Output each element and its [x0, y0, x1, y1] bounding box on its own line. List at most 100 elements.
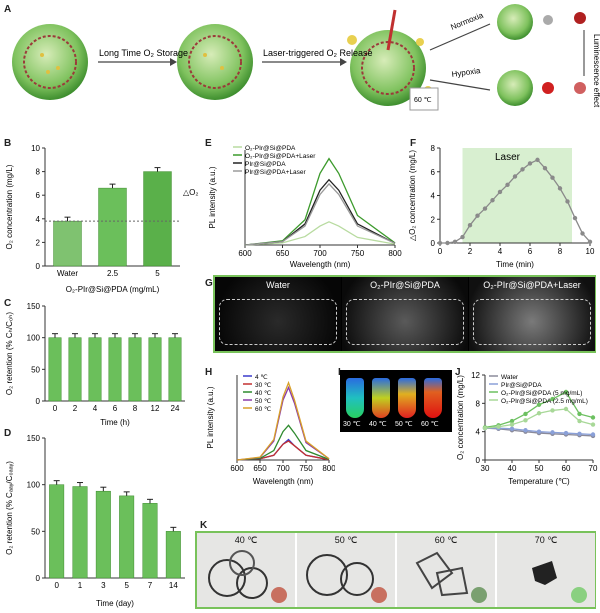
luminescence-label: Luminescence effect	[592, 34, 600, 108]
chart-c-xlabel: Time (h)	[100, 418, 130, 427]
chart-j-point-3-2	[509, 422, 515, 427]
chart-j-point-3-5	[550, 408, 555, 413]
chart-f-point-0-3	[460, 234, 465, 240]
chart-c-ytick-label: 150	[27, 302, 41, 311]
chart-h-xtick-label: 650	[253, 464, 267, 473]
chart-j-legend-label-2: O₂-PIr@Si@PDA (5 mg/mL)	[501, 390, 582, 397]
chart-b-ytick-label: 0	[36, 262, 41, 271]
chart-j-point-3-6	[563, 406, 569, 412]
chart-f-xtick-label: 0	[438, 247, 443, 256]
chart-f-point-0-4	[467, 222, 473, 228]
chart-f: 0 2 4 6 8 △O₂ concentration (mg/L) Time (min) 0…	[408, 144, 595, 269]
chart-f-point-0-8	[497, 189, 503, 195]
chart-c-xtick-label-4: 8	[133, 404, 138, 413]
chart-f-ytick-label: 6	[431, 168, 436, 177]
chart-d-bar-1	[72, 486, 88, 579]
chart-j-point-1-8	[590, 432, 596, 437]
panel-g-laser: O₂-PIr@Si@PDA+Laser	[469, 277, 595, 351]
chart-b-bar-2	[143, 171, 172, 267]
chart-j-ytick-label: 4	[476, 428, 481, 437]
tem-40c: 40 ℃	[197, 533, 295, 607]
chart-c-bar-6	[168, 337, 182, 402]
chart-f-point-0-7	[490, 198, 495, 203]
panel-label-g: G	[205, 278, 213, 289]
chart-f-point-0-16	[557, 186, 563, 191]
tem-label-60c: 60 ℃	[434, 535, 458, 545]
chart-d-ylabel: O₂ retention (% Cₐₐᵧ/C₀ₐₐᵧ)	[5, 461, 14, 555]
chart-j-point-2-4	[536, 402, 542, 407]
panel-label-c: C	[4, 298, 12, 309]
chart-j: 0 4 8 12 O₂ concentration (mg/L) Temperature …	[456, 371, 598, 486]
tube-label-30c: 30 ℃	[343, 421, 361, 428]
panel-g-images: Water O₂-PIr@Si@PDA O₂-PIr@Si@PDA+Laser	[213, 275, 596, 353]
chart-j-point-3-4	[536, 411, 542, 416]
arrow-normoxia	[429, 23, 491, 51]
tube-50c	[398, 378, 416, 418]
chart-j-ylabel: O₂ concentration (mg/L)	[456, 375, 465, 460]
chart-b: 0 2 4 6 8 10 O₂ concentration (mg/L) O₂-PIr@Si@…	[5, 144, 198, 294]
chart-j-legend-label-3: O₂-PIr@Si@PDA (2.5 mg/mL)	[501, 398, 588, 405]
chart-h-legend-label-0: 4 ℃	[255, 374, 268, 381]
chart-e-series-0	[244, 221, 396, 246]
chart-d-bar-2	[95, 490, 111, 579]
chart-b-xtick-label-0: Water	[57, 269, 78, 278]
normoxia-cell-icon	[497, 4, 553, 40]
chart-h-series-2	[236, 424, 330, 461]
chart-j-point-2-8	[590, 415, 596, 420]
chart-j-point-3-3	[523, 418, 528, 423]
chart-c-bar-3	[108, 337, 122, 402]
panel-g-label-water: Water	[266, 280, 290, 290]
chart-b-xlabel: O₂-PIr@Si@PDA (mg/mL)	[66, 285, 160, 294]
chart-f-laser-region	[462, 148, 572, 243]
chart-j-ytick-label: 12	[471, 371, 480, 380]
chart-c-ytick-label: 0	[36, 397, 41, 406]
panel-k-images: 40 ℃ 50 ℃ 60 ℃ 70 ℃	[195, 531, 596, 609]
chart-f-point-0-10	[512, 174, 518, 179]
chart-b-xtick-label-2: 5	[155, 269, 160, 278]
chart-e-series-2	[244, 178, 396, 246]
chart-b-annotation: △O₂	[183, 188, 198, 197]
tube-30c	[346, 378, 364, 418]
chart-f-point-0-1	[445, 240, 450, 246]
nanoparticle-stored-icon	[177, 24, 253, 100]
chart-e-xtick-label: 650	[276, 249, 290, 258]
chart-c-ytick-label: 100	[27, 334, 41, 343]
chart-h-xtick-label: 800	[322, 464, 335, 473]
chart-f-point-0-17	[565, 199, 570, 204]
chart-e-ylabel: PL intensity (a.u.)	[208, 166, 217, 228]
chart-e-series-3	[244, 182, 396, 246]
chart-h-series-4	[236, 380, 330, 461]
panel-g-o2: O₂-PIr@Si@PDA	[342, 277, 468, 351]
chart-f-point-0-6	[482, 206, 488, 211]
tube-40c	[372, 378, 390, 418]
chart-b-bar-0	[53, 220, 82, 267]
chart-f-point-0-20	[587, 239, 593, 245]
chart-c-bar-4	[128, 337, 142, 402]
chart-c-xtick-label-5: 12	[151, 404, 160, 413]
chart-c-xtick-label-6: 24	[171, 404, 180, 413]
tem-60c: 60 ℃	[397, 533, 495, 607]
tube-label-60c: 60 ℃	[421, 421, 439, 428]
chart-f-point-0-12	[527, 161, 533, 166]
chart-e-xlabel: Wavelength (nm)	[290, 260, 351, 269]
chart-c-bar-0	[48, 337, 62, 402]
chart-c-xtick-label-0: 0	[53, 404, 58, 413]
step2-label: Laser-triggered O₂ Release	[263, 48, 373, 58]
chart-f-laser-label: Laser	[495, 152, 521, 163]
chart-h-series-1	[236, 440, 330, 461]
chart-f-point-0-0	[437, 240, 443, 246]
arrow-hypoxia	[429, 79, 491, 91]
chart-f-point-0-11	[520, 167, 525, 172]
chart-c-xtick-label-1: 2	[73, 404, 78, 413]
chart-d-xtick-label-3: 5	[124, 581, 129, 590]
chart-j-point-2-5	[550, 396, 555, 402]
chart-f-xtick-label: 8	[558, 247, 563, 256]
panel-label-a: A	[4, 4, 12, 15]
chart-j-legend-label-1: PIr@Si@PDA	[501, 382, 542, 389]
chart-d-ytick-label: 150	[27, 434, 41, 443]
chart-b-bar-1	[98, 187, 127, 267]
chart-h-xlabel: Wavelength (nm)	[253, 477, 314, 486]
chart-j-xtick-label: 70	[589, 464, 598, 473]
chart-h-xtick-label: 600	[230, 464, 244, 473]
